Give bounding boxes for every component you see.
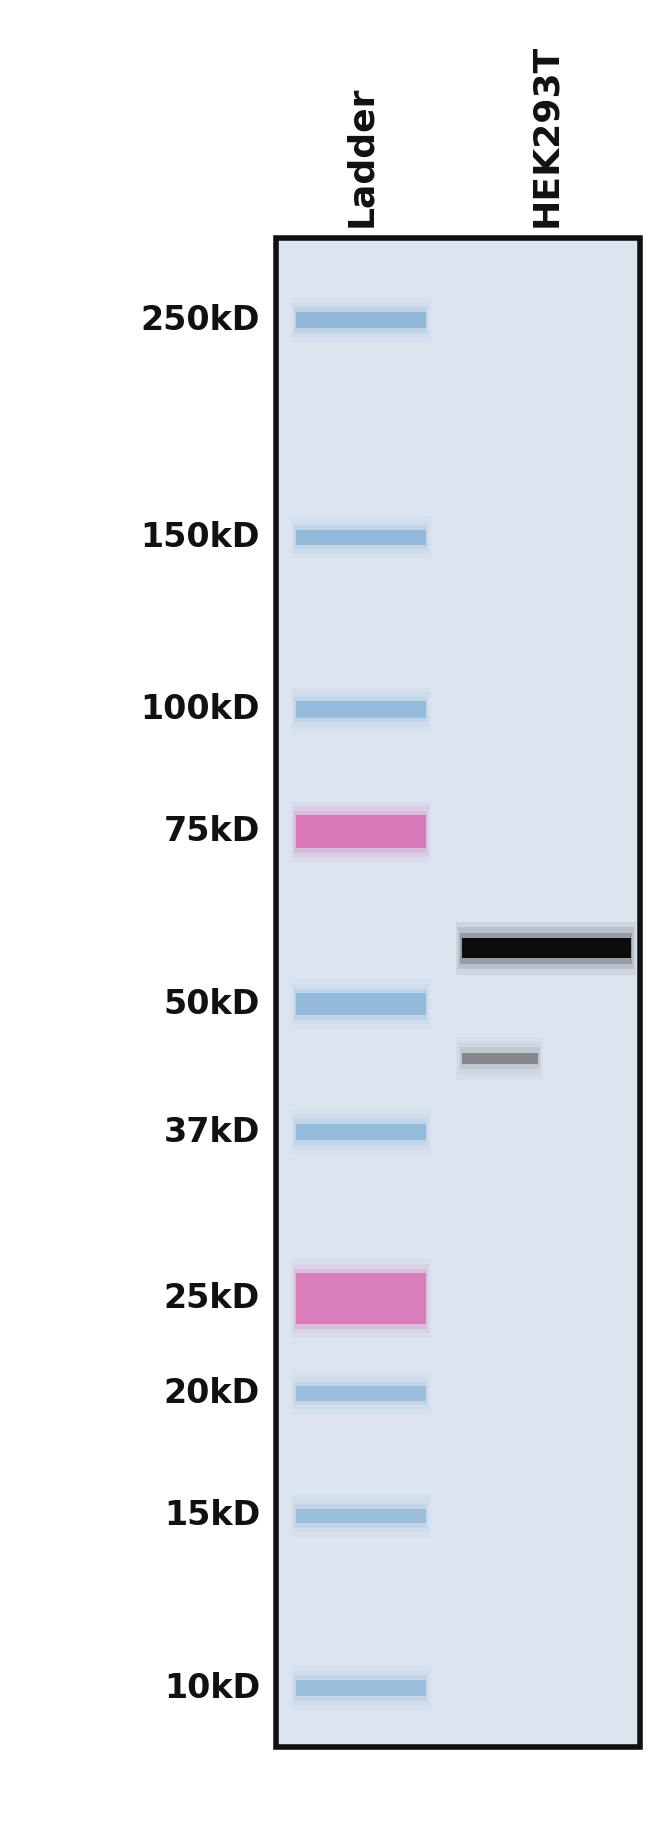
FancyBboxPatch shape	[294, 810, 428, 852]
FancyBboxPatch shape	[462, 938, 630, 958]
FancyBboxPatch shape	[291, 801, 431, 861]
Text: 100kD: 100kD	[140, 693, 260, 726]
Text: 150kD: 150kD	[140, 521, 260, 554]
FancyBboxPatch shape	[294, 1269, 428, 1330]
FancyBboxPatch shape	[294, 697, 428, 722]
FancyBboxPatch shape	[292, 521, 429, 554]
Text: 50kD: 50kD	[164, 988, 260, 1021]
Text: 20kD: 20kD	[164, 1377, 260, 1410]
FancyBboxPatch shape	[460, 1048, 540, 1070]
FancyBboxPatch shape	[294, 1119, 428, 1145]
FancyBboxPatch shape	[291, 516, 431, 558]
FancyBboxPatch shape	[292, 984, 429, 1024]
FancyBboxPatch shape	[296, 1386, 426, 1401]
FancyBboxPatch shape	[294, 988, 428, 1021]
FancyBboxPatch shape	[296, 993, 426, 1015]
FancyBboxPatch shape	[462, 1054, 538, 1064]
FancyBboxPatch shape	[296, 313, 426, 329]
FancyBboxPatch shape	[292, 1500, 429, 1533]
FancyBboxPatch shape	[292, 1114, 429, 1149]
FancyBboxPatch shape	[296, 1123, 426, 1139]
Text: Ladder: Ladder	[344, 86, 378, 227]
Text: 37kD: 37kD	[164, 1116, 260, 1149]
FancyBboxPatch shape	[292, 807, 429, 858]
Text: 10kD: 10kD	[164, 1672, 260, 1705]
Text: 15kD: 15kD	[164, 1500, 260, 1533]
Text: 250kD: 250kD	[140, 304, 260, 337]
FancyBboxPatch shape	[458, 927, 634, 969]
FancyBboxPatch shape	[458, 1043, 541, 1075]
FancyBboxPatch shape	[296, 1509, 426, 1524]
FancyBboxPatch shape	[292, 1672, 429, 1705]
FancyBboxPatch shape	[276, 238, 640, 1747]
FancyBboxPatch shape	[294, 1675, 428, 1701]
FancyBboxPatch shape	[294, 1381, 428, 1405]
FancyBboxPatch shape	[292, 691, 429, 726]
FancyBboxPatch shape	[296, 1679, 426, 1697]
FancyBboxPatch shape	[294, 307, 428, 333]
FancyBboxPatch shape	[291, 980, 431, 1030]
FancyBboxPatch shape	[291, 298, 431, 342]
Text: 25kD: 25kD	[164, 1282, 260, 1315]
FancyBboxPatch shape	[296, 816, 426, 849]
Text: 75kD: 75kD	[164, 816, 260, 849]
FancyBboxPatch shape	[460, 933, 632, 964]
FancyBboxPatch shape	[456, 922, 636, 975]
Text: HEK293T: HEK293T	[529, 44, 563, 227]
FancyBboxPatch shape	[296, 530, 426, 545]
FancyBboxPatch shape	[292, 304, 429, 338]
FancyBboxPatch shape	[294, 1503, 428, 1527]
FancyBboxPatch shape	[296, 701, 426, 717]
FancyBboxPatch shape	[291, 1260, 431, 1339]
FancyBboxPatch shape	[296, 1273, 426, 1324]
FancyBboxPatch shape	[292, 1377, 429, 1410]
FancyBboxPatch shape	[292, 1264, 429, 1333]
FancyBboxPatch shape	[294, 525, 428, 549]
